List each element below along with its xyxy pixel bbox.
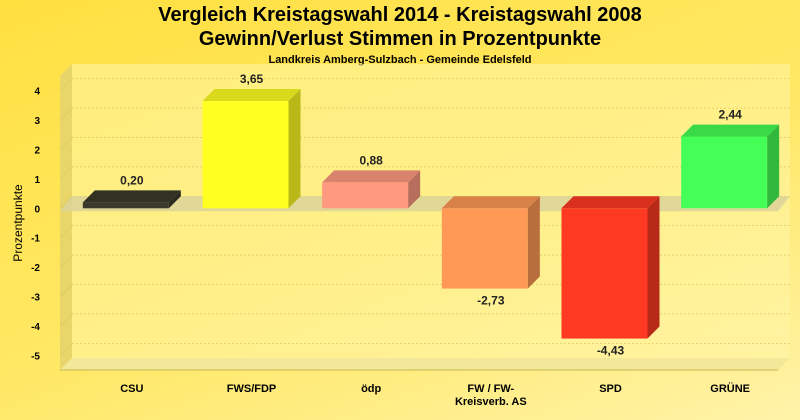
data-label: 0,20 [120,173,144,187]
bar-side [288,88,301,209]
bar-side [408,170,421,209]
bar [681,136,768,209]
y-tick-label: -1 [31,234,40,245]
y-tick-label: -4 [31,322,40,333]
bar-top [561,196,660,209]
bar-top [82,190,181,203]
data-label: -4,43 [597,344,625,358]
bar [322,182,409,209]
bar-side [647,196,660,339]
bar [441,208,528,289]
x-tick-label: CSU [120,383,143,395]
chart-region-subtitle: Landkreis Amberg-Sulzbach - Gemeinde Ede… [268,54,532,66]
data-label: -2,73 [477,294,505,308]
x-tick-label: GRÜNE [710,382,750,395]
y-tick-label: -3 [31,293,40,304]
y-tick-label: 4 [34,87,40,98]
x-tick-label: Kreisverb. AS [455,396,527,408]
gridline-side [59,137,73,150]
bar-side [168,190,181,209]
y-tick-label: 2 [34,146,40,157]
data-label: 0,88 [359,153,383,167]
gridline-side [59,284,73,297]
y-tick-label: -2 [31,263,40,274]
chart-subtitle: Gewinn/Verlust Stimmen in Prozentpunkte [198,28,602,50]
x-tick-label: FWS/FDP [227,383,277,395]
bar-side [767,124,780,209]
x-tick-label: ödp [361,383,381,395]
bar [202,100,289,209]
gridline-side [59,107,73,121]
gridline-side [59,254,73,268]
gridline-side [59,313,73,327]
bar [561,208,648,339]
y-tick-label: -5 [31,351,40,362]
bar-top [322,170,421,183]
x-tick-label: FW / FW- [467,383,514,395]
y-tick-label: 0 [34,204,40,215]
gridline-side [59,343,73,356]
bar-top [441,196,540,209]
x-tick-label: SPD [599,383,622,395]
bar-top [202,88,301,101]
data-label: 2,44 [718,108,742,122]
plot-back-wall [60,64,790,370]
plot-floor [60,358,790,370]
bar-top [681,124,780,137]
y-axis-label: Prozentpunkte [11,184,25,262]
chart-title: Vergleich Kreistagswahl 2014 - Kreistags… [158,4,642,26]
bar [82,202,169,209]
gridline-side [59,196,73,209]
gridline-side [59,78,73,91]
y-tick-label: 1 [34,175,40,186]
data-label: 3,65 [240,72,264,86]
bar-side [527,196,540,289]
gridline-side [59,166,73,180]
gridline-side [59,225,73,238]
y-tick-label: 3 [34,116,40,127]
